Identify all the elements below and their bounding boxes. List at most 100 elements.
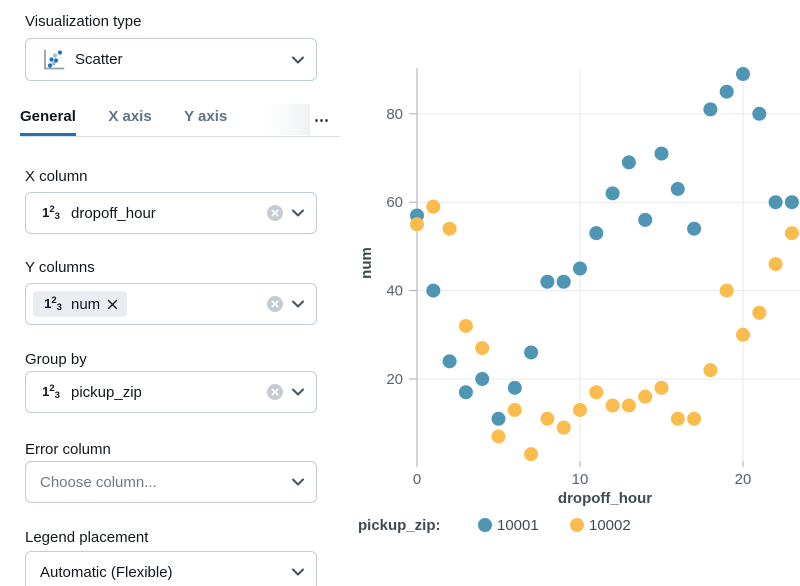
data-point-10001[interactable] [638,212,653,227]
y-axis-title: num [358,247,375,279]
y-tick-label: 60 [386,194,403,211]
data-point-10002[interactable] [703,363,718,378]
clear-icon[interactable] [267,205,283,221]
legend-title: pickup_zip: [358,517,441,534]
legend-placement-label: Legend placement [25,529,149,546]
y-columns-label: Y columns [25,259,95,276]
x-column-label: X column [25,168,88,185]
data-point-10002[interactable] [638,389,653,404]
data-point-10001[interactable] [475,372,490,386]
data-point-10002[interactable] [475,341,490,356]
data-point-10001[interactable] [605,186,620,201]
data-point-10001[interactable] [442,354,457,369]
remove-chip-icon[interactable] [107,299,118,310]
data-point-10001[interactable] [703,102,718,117]
chevron-down-icon[interactable] [292,209,304,217]
data-point-10002[interactable] [540,411,555,426]
data-point-10002[interactable] [410,217,424,232]
data-point-10001[interactable] [556,274,571,289]
group-by-label: Group by [25,351,87,368]
data-point-10002[interactable] [491,429,506,444]
x-axis-title: dropoff_hour [558,490,652,507]
tab-overflow-button[interactable]: ⋯ [314,111,330,129]
y-tick-label: 80 [386,106,403,123]
tab-scroll-fade [268,104,310,135]
data-point-10001[interactable] [768,195,783,210]
data-point-10001[interactable] [589,226,604,241]
tab-x-axis[interactable]: X axis [108,108,152,125]
data-point-10002[interactable] [670,411,685,426]
data-point-10001[interactable] [491,411,506,426]
error-column-placeholder: Choose column... [40,473,157,491]
data-point-10001[interactable] [524,345,539,360]
data-point-10002[interactable] [507,402,522,417]
legend-marker-10001[interactable] [478,518,492,532]
data-point-10002[interactable] [605,398,620,413]
x-column-value: dropoff_hour [71,204,156,222]
data-point-10002[interactable] [752,305,767,320]
x-tick-label: 20 [735,471,752,488]
data-point-10002[interactable] [426,199,441,214]
visualization-type-value: Scatter [75,51,123,68]
tab-y-axis[interactable]: Y axis [184,108,228,125]
x-tick-label: 10 [572,471,589,488]
visualization-type-select[interactable]: Scatter [25,38,317,81]
data-point-10002[interactable] [736,327,750,342]
scatter-plot-icon [40,48,66,72]
data-point-10002[interactable] [687,411,702,426]
data-point-10001[interactable] [687,221,702,236]
data-point-10002[interactable] [784,226,799,241]
clear-icon[interactable] [267,296,283,312]
data-point-10002[interactable] [589,385,604,400]
legend-placement-value: Automatic (Flexible) [40,563,173,581]
chevron-down-icon[interactable] [292,56,304,64]
data-point-10001[interactable] [621,155,636,170]
y-column-chip-value: num [71,295,101,313]
data-point-10002[interactable] [719,283,734,298]
data-point-10001[interactable] [654,146,669,161]
error-column-select[interactable]: Choose column... [25,461,317,503]
data-point-10001[interactable] [719,84,734,99]
visualization-config-panel: Visualization type Scatter General [0,0,340,586]
config-tab-bar: General X axis Y axis ⋯ [20,104,340,137]
legend-label-10002[interactable]: 10002 [589,517,631,534]
clear-icon[interactable] [267,384,283,400]
data-point-10001[interactable] [426,283,441,298]
chevron-down-icon[interactable] [292,478,304,486]
data-point-10002[interactable] [556,420,571,435]
data-point-10001[interactable] [540,274,555,289]
chart-preview: 0 10 20 20 40 60 80 dropoff_hour num pickup_zip: 1… [340,0,800,586]
chevron-down-icon[interactable] [292,568,304,576]
data-point-10002[interactable] [442,221,457,236]
data-point-10002[interactable] [524,447,539,462]
data-point-10001[interactable] [507,380,522,395]
chevron-down-icon[interactable] [292,388,304,396]
data-point-10001[interactable] [573,261,587,276]
data-point-10002[interactable] [654,380,669,395]
legend-marker-10002[interactable] [570,518,584,532]
x-tick-label: 0 [413,471,421,488]
legend-label-10001[interactable]: 10001 [497,517,539,534]
tab-general[interactable]: General [20,104,76,136]
chevron-down-icon[interactable] [292,300,304,308]
data-point-10001[interactable] [736,67,750,82]
visualization-type-label: Visualization type [25,13,142,30]
data-point-10002[interactable] [458,318,473,333]
legend-placement-select[interactable]: Automatic (Flexible) [25,551,317,586]
y-tick-label: 40 [386,283,403,300]
data-point-10001[interactable] [670,181,685,196]
data-point-10001[interactable] [784,195,799,210]
data-point-10001[interactable] [458,385,473,400]
y-tick-label: 20 [386,371,403,388]
data-point-10002[interactable] [768,257,783,272]
data-point-10002[interactable] [621,398,636,413]
data-point-10002[interactable] [573,402,587,417]
data-point-10001[interactable] [752,106,767,121]
